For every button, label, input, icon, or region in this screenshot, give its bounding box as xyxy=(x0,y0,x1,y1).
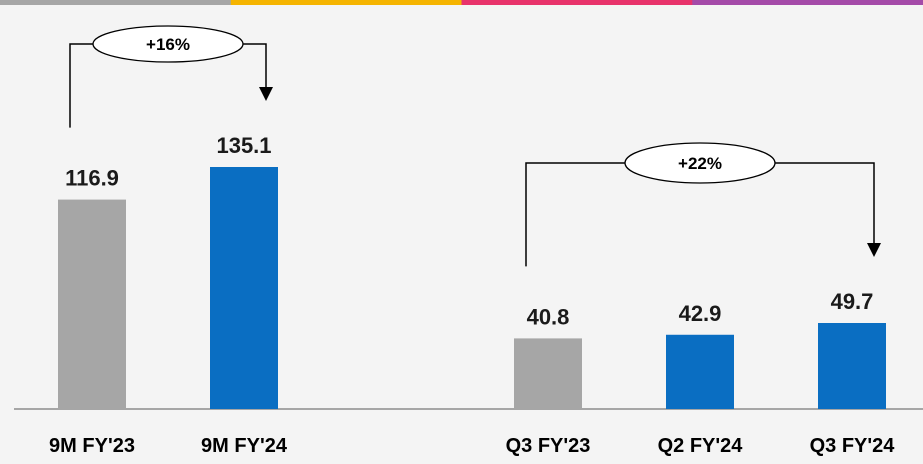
bar-9m-fy-24 xyxy=(210,167,278,409)
top-stripe xyxy=(0,0,923,5)
value-label: 49.7 xyxy=(831,289,874,314)
bar-q3-fy-23 xyxy=(514,338,582,409)
top-stripe-segment xyxy=(461,0,694,5)
bar-q3-fy-24 xyxy=(818,323,886,409)
growth-arrowhead xyxy=(259,87,273,101)
category-label: Q3 FY'23 xyxy=(506,435,591,457)
growth-oval xyxy=(92,25,244,63)
growth-arrowhead xyxy=(867,243,881,257)
value-label: 135.1 xyxy=(216,133,271,158)
growth-label: +16% xyxy=(146,35,190,54)
value-label: 42.9 xyxy=(679,301,722,326)
top-stripe-segment xyxy=(0,0,232,5)
category-label: Q3 FY'24 xyxy=(810,435,896,457)
category-label: 9M FY'23 xyxy=(49,435,135,457)
bars-group xyxy=(58,167,886,409)
growth-oval xyxy=(624,142,776,184)
category-label: Q2 FY'24 xyxy=(658,435,744,457)
bar-9m-fy-23 xyxy=(58,199,126,409)
labels-group: 116.9 9M FY'23 135.1 9M FY'24 40.8 Q3 FY'23 42… xyxy=(49,133,895,457)
growth-annotations: +16% +22% xyxy=(69,25,881,267)
value-label: 116.9 xyxy=(65,166,119,191)
value-label: 40.8 xyxy=(527,304,570,329)
growth-label: +22% xyxy=(678,154,722,173)
bar-q2-fy-24 xyxy=(666,334,734,409)
top-stripe-segment xyxy=(692,0,923,5)
top-stripe-segment xyxy=(230,0,463,5)
category-label: 9M FY'24 xyxy=(201,435,288,457)
